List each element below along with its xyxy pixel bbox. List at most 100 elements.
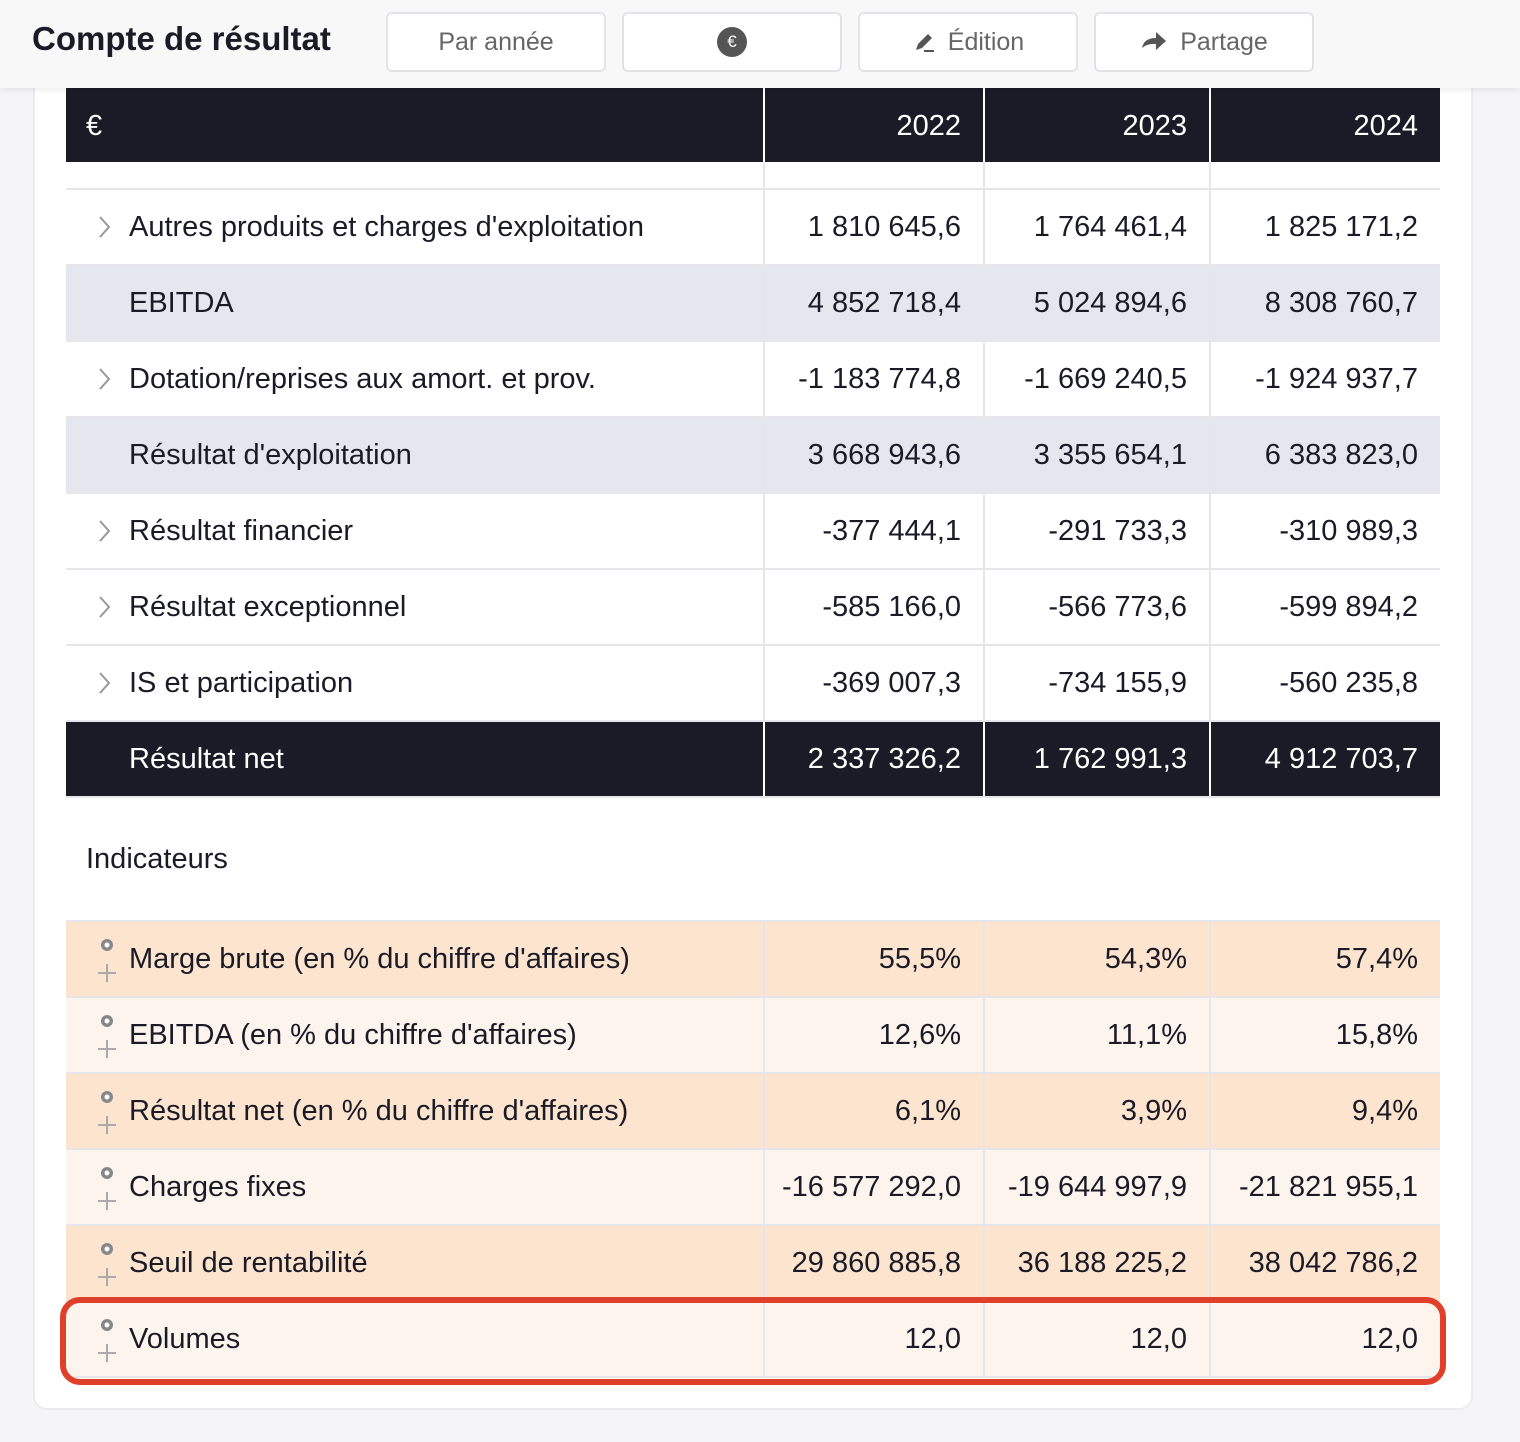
- expand-chevron[interactable]: [96, 518, 112, 552]
- value-cell: -377 444,1: [765, 494, 985, 568]
- row-label: Autres produits et charges d'exploitatio…: [66, 190, 765, 264]
- expand-chevron[interactable]: [96, 594, 112, 628]
- section-title: Indicateurs: [86, 842, 228, 875]
- value-cell: -1 669 240,5: [985, 342, 1211, 416]
- value-cell: -566 773,6: [985, 570, 1211, 644]
- row-label: IS et participation: [66, 646, 765, 720]
- label-text: Charges fixes: [129, 1170, 307, 1203]
- value-cell: 3 668 943,6: [765, 418, 985, 492]
- value-cell: 36 188 225,2: [985, 1226, 1211, 1300]
- indicator-row: Volumes 12,0 12,0 12,0: [66, 1302, 1440, 1378]
- table-row: EBITDA 4 852 718,4 5 024 894,6 8 308 760,7: [66, 266, 1440, 342]
- page-title: Compte de résultat: [32, 20, 331, 57]
- value-cell: 12,0: [985, 1302, 1211, 1376]
- share-button[interactable]: Partage: [1094, 12, 1314, 72]
- value-cell: 12,6%: [765, 998, 985, 1072]
- value-cell: 1 764 461,4: [985, 190, 1211, 264]
- expand-chevron[interactable]: [96, 366, 112, 400]
- value-cell: -310 989,3: [1279, 514, 1418, 547]
- table-row: Résultat net 2 337 326,2 1 762 991,3 4 912 …: [66, 722, 1440, 798]
- header-cell: 2023: [985, 88, 1211, 164]
- table-row: IS et participation -369 007,3 -734 155,9 -…: [66, 646, 1440, 722]
- value-cell: 29 860 885,8: [765, 1226, 985, 1300]
- value-cell: -599 894,2: [1279, 590, 1418, 623]
- value-cell: 1 825 171,2: [1264, 210, 1418, 243]
- button-label: Édition: [947, 27, 1025, 56]
- row-label: Volumes: [66, 1302, 765, 1376]
- header-cell: 2022: [765, 88, 985, 164]
- value-cell: 1 762 991,3: [985, 722, 1211, 796]
- top-bar: Compte de résultat Par année € Édition P…: [0, 0, 1520, 88]
- value-cell: 3,9%: [985, 1074, 1211, 1148]
- value-cell: -16 577 292,0: [765, 1150, 985, 1224]
- label-text: EBITDA: [129, 286, 234, 319]
- row-tools: [96, 1240, 118, 1298]
- label-text: Résultat financier: [129, 514, 354, 547]
- value-cell: 55,5%: [765, 922, 985, 996]
- indicator-row: EBITDA (en % du chiffre d'affaires) 12,6%…: [66, 998, 1440, 1074]
- label-text: Seuil de rentabilité: [129, 1246, 368, 1279]
- button-label: Par année: [438, 27, 554, 56]
- indicator-row: Charges fixes -16 577 292,0 -19 644 997,9-…: [66, 1150, 1440, 1226]
- expand-chevron[interactable]: [96, 214, 112, 248]
- label-text: Résultat exceptionnel: [129, 590, 407, 623]
- clipped-row: [66, 162, 1440, 190]
- value-cell: -369 007,3: [765, 646, 985, 720]
- value-cell: 8 308 760,7: [1264, 286, 1418, 319]
- value-cell: 15,8%: [1335, 1018, 1418, 1051]
- row-label: [66, 162, 765, 188]
- label-text: Résultat d'exploitation: [129, 438, 412, 471]
- value-cell: 6,1%: [765, 1074, 985, 1148]
- value-cell: 3 355 654,1: [985, 418, 1211, 492]
- row-tools: [96, 1012, 118, 1070]
- row-tools: [96, 1316, 118, 1374]
- row-label: Résultat financier: [66, 494, 765, 568]
- value-cell: [1211, 162, 1440, 188]
- value-cell: 2 337 326,2: [765, 722, 985, 796]
- value-cell: 11,1%: [985, 998, 1211, 1072]
- row-label: Charges fixes: [66, 1150, 765, 1224]
- row-label: Résultat exceptionnel: [66, 570, 765, 644]
- value-cell: -1 183 774,8: [765, 342, 985, 416]
- value-cell: [985, 162, 1211, 188]
- row-label: Résultat d'exploitation: [66, 418, 765, 492]
- highlight-box: [60, 1297, 1446, 1385]
- label-text: EBITDA (en % du chiffre d'affaires): [129, 1018, 577, 1051]
- edit-button[interactable]: Édition: [858, 12, 1078, 72]
- currency-button[interactable]: €: [622, 12, 842, 72]
- row-label: Résultat net: [66, 722, 765, 796]
- label-text: Résultat net (en % du chiffre d'affaires…: [129, 1094, 629, 1127]
- row-label: EBITDA: [66, 266, 765, 340]
- row-label: Seuil de rentabilité: [66, 1226, 765, 1300]
- value-cell: -734 155,9: [985, 646, 1211, 720]
- row-label: Marge brute (en % du chiffre d'affaires): [66, 922, 765, 996]
- row-tools: [96, 936, 118, 994]
- value-cell: 12,0: [765, 1302, 985, 1376]
- label-text: IS et participation: [129, 666, 354, 699]
- table-row: Résultat financier -377 444,1 -291 733,3 -3…: [66, 494, 1440, 570]
- value-cell: 57,4%: [1335, 942, 1418, 975]
- expand-chevron[interactable]: [96, 670, 112, 704]
- label-text: Résultat net: [129, 742, 284, 775]
- indicator-row: Seuil de rentabilité 29 860 885,8 36 188 2…: [66, 1226, 1440, 1302]
- row-label: Dotation/reprises aux amort. et prov.: [66, 342, 765, 416]
- share-icon: [1142, 32, 1167, 50]
- edit-icon: [915, 34, 934, 52]
- row-label: Résultat net (en % du chiffre d'affaires…: [66, 1074, 765, 1148]
- label-text: Autres produits et charges d'exploitatio…: [129, 210, 644, 243]
- row-tools: [96, 1088, 118, 1146]
- indicator-row: Marge brute (en % du chiffre d'affaires)…: [66, 922, 1440, 998]
- value-cell: 5 024 894,6: [985, 266, 1211, 340]
- value-cell: -21 821 955,1: [1239, 1170, 1418, 1203]
- value-cell: 54,3%: [985, 922, 1211, 996]
- header-cell: €: [66, 88, 765, 164]
- label-text: Marge brute (en % du chiffre d'affaires): [129, 942, 630, 975]
- indicators-header: Indicateurs: [66, 798, 1440, 922]
- indicator-row: Résultat net (en % du chiffre d'affaires…: [66, 1074, 1440, 1150]
- value-cell: [765, 162, 985, 188]
- header-row: €2022 2023 2024: [66, 88, 1440, 164]
- period-button[interactable]: Par année: [386, 12, 606, 72]
- value-cell: 38 042 786,2: [1248, 1246, 1418, 1279]
- header-cell: 2024: [1353, 109, 1418, 142]
- value-cell: 6 383 823,0: [1264, 438, 1418, 471]
